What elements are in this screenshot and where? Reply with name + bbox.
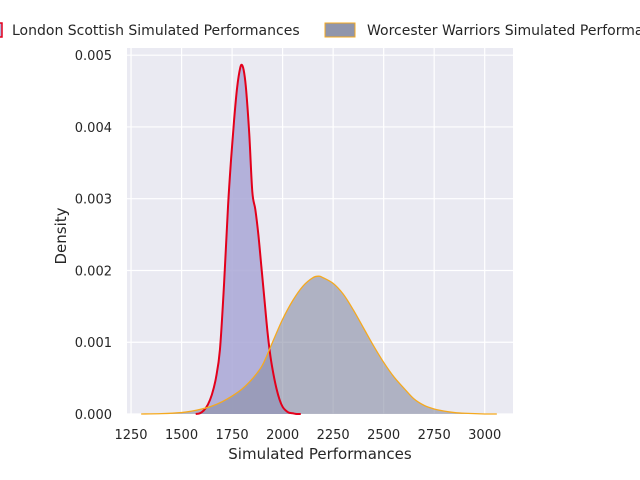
y-axis-label: Density bbox=[52, 207, 70, 264]
x-tick-label: 1250 bbox=[114, 428, 147, 443]
y-tick-label: 0.005 bbox=[75, 49, 112, 64]
y-tick-label: 0.004 bbox=[75, 121, 112, 136]
series-layer bbox=[141, 63, 497, 415]
series-line-worcester bbox=[141, 275, 497, 415]
y-tick-label: 0.000 bbox=[75, 408, 112, 423]
legend-label-london: London Scottish Simulated Performances bbox=[12, 23, 300, 39]
legend: London Scottish Simulated Performances W… bbox=[0, 22, 640, 39]
x-tick-label: 2000 bbox=[266, 428, 299, 443]
x-tick-label: 3000 bbox=[468, 428, 501, 443]
x-tick-label: 2500 bbox=[367, 428, 400, 443]
series-line-london bbox=[195, 63, 301, 415]
y-tick-label: 0.003 bbox=[75, 193, 112, 208]
y-tick-labels: 0.000 0.001 0.002 0.003 0.004 0.005 bbox=[75, 49, 112, 423]
legend-label-worcester: Worcester Warriors Simulated Performance… bbox=[367, 23, 640, 39]
y-tick-label: 0.001 bbox=[75, 336, 112, 351]
y-tick-label: 0.002 bbox=[75, 264, 112, 279]
x-tick-label: 1750 bbox=[216, 428, 249, 443]
x-tick-labels: 1250 1500 1750 2000 2250 2500 2750 3000 bbox=[114, 428, 501, 443]
series-area-worcester bbox=[141, 276, 497, 414]
legend-swatch-london bbox=[0, 22, 3, 38]
x-tick-label: 2250 bbox=[317, 428, 350, 443]
x-axis-label: Simulated Performances bbox=[228, 445, 412, 463]
legend-swatch-worcester bbox=[324, 22, 356, 38]
x-tick-label: 2750 bbox=[418, 428, 451, 443]
x-tick-label: 1500 bbox=[165, 428, 198, 443]
